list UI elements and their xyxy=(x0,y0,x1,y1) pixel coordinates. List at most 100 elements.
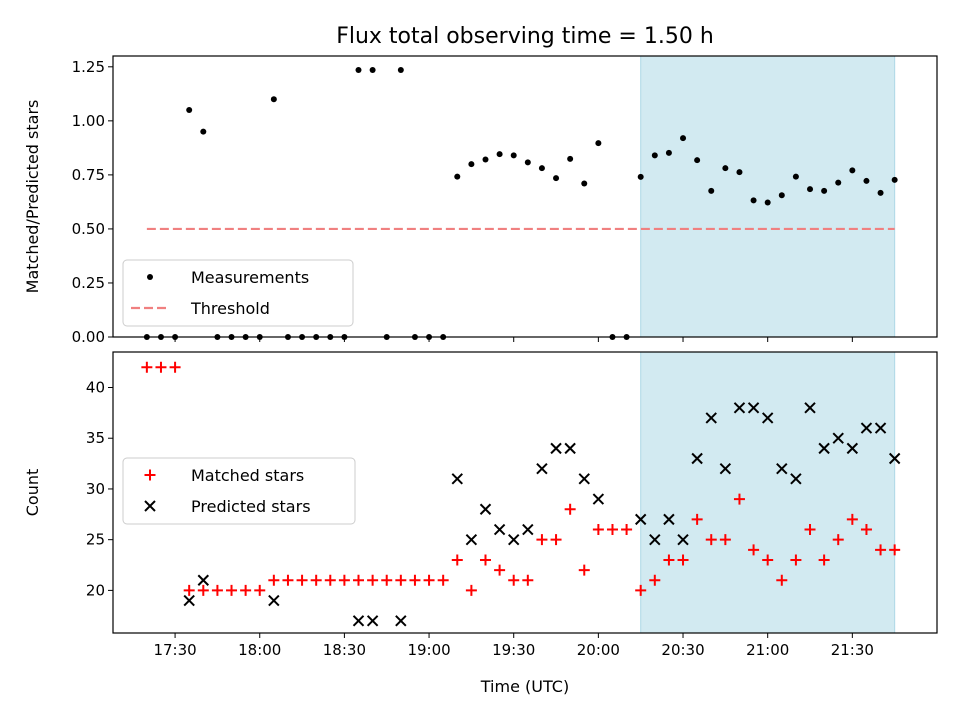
ratio-panel: 0.00 0.25 0.50 0.75 1.00 1.25 Matched/Predicte… xyxy=(23,55,938,346)
matched-star-point xyxy=(522,574,534,586)
matched-star-point xyxy=(423,574,435,586)
predicted-star-point xyxy=(705,412,717,424)
matched-star-point xyxy=(155,361,167,373)
predicted-star-point xyxy=(578,473,590,485)
predicted-star-point xyxy=(747,402,760,414)
y-tick-label: 0.50 xyxy=(72,220,105,238)
measurement-point xyxy=(369,67,376,74)
legend-dot-swatch xyxy=(147,274,153,280)
measurement-point xyxy=(397,67,404,74)
predicted-star-point xyxy=(493,523,506,536)
legend-box xyxy=(122,259,354,327)
measurement-point xyxy=(637,173,644,180)
matched-star-point xyxy=(479,554,491,566)
matched-star-point xyxy=(621,524,633,536)
measurement-point xyxy=(891,176,898,183)
matched-star-point xyxy=(183,584,195,596)
measurement-point xyxy=(651,152,658,159)
matched-star-point xyxy=(832,534,844,546)
matched-star-point xyxy=(310,574,322,586)
series-predicted-stars xyxy=(183,402,901,627)
matched-star-point xyxy=(889,544,901,556)
measurement-point xyxy=(821,187,828,194)
x-tick-label: 21:00 xyxy=(746,641,789,659)
measurement-point xyxy=(553,175,560,182)
matched-star-point xyxy=(367,574,379,586)
measurement-point xyxy=(496,151,503,158)
measurement-point xyxy=(694,157,701,164)
matched-star-point xyxy=(705,534,717,546)
matched-star-point xyxy=(776,574,788,586)
y-tick-label: 30 xyxy=(86,480,105,498)
predicted-star-point xyxy=(790,473,802,485)
legend: Matched stars Predicted stars xyxy=(122,457,356,525)
x-tick-label: 18:00 xyxy=(238,641,281,659)
observing-window-span xyxy=(640,55,896,338)
matched-star-point xyxy=(508,574,520,586)
measurement-point xyxy=(482,156,489,163)
predicted-star-point xyxy=(268,594,280,607)
matched-star-point xyxy=(677,554,689,566)
matched-star-point xyxy=(141,361,153,373)
axes-frame xyxy=(112,351,938,634)
predicted-star-point xyxy=(451,473,463,485)
matched-star-point xyxy=(860,524,872,536)
matched-star-point xyxy=(381,574,393,586)
predicted-star-point xyxy=(536,462,548,475)
matched-star-point xyxy=(197,584,209,596)
predicted-star-point xyxy=(197,574,210,586)
count-panel: 20 25 30 35 40 17:30 18:00 18:30 19:00 19:30 20:00… xyxy=(23,351,938,696)
predicted-star-point xyxy=(550,442,562,455)
predicted-star-point xyxy=(366,615,379,627)
matched-star-point xyxy=(790,554,802,566)
measurement-point xyxy=(750,197,757,204)
matched-star-point xyxy=(409,574,421,586)
y-tick-label: 25 xyxy=(86,531,105,549)
matched-star-point xyxy=(748,544,760,556)
legend-label: Measurements xyxy=(191,268,309,287)
y-axis-label: Matched/Predicted stars xyxy=(23,100,42,294)
legend-x-swatch xyxy=(144,500,156,512)
matched-star-point xyxy=(169,361,181,373)
legend-label: Threshold xyxy=(190,299,270,318)
measurement-point xyxy=(538,165,545,172)
matched-star-point xyxy=(564,503,576,515)
measurement-point xyxy=(863,177,870,184)
axes-frame xyxy=(112,55,938,338)
figure-title: Flux total observing time = 1.50 h xyxy=(336,24,714,49)
predicted-star-point xyxy=(888,452,901,465)
matched-star-point xyxy=(635,584,647,596)
matched-star-point xyxy=(338,574,350,586)
predicted-star-point xyxy=(846,442,859,455)
y-tick-label: 0.75 xyxy=(72,166,105,184)
predicted-star-point xyxy=(874,422,887,434)
matched-star-point xyxy=(818,554,830,566)
predicted-star-point xyxy=(479,503,492,515)
predicted-star-point xyxy=(634,513,647,526)
matched-star-point xyxy=(663,554,675,566)
matched-star-point xyxy=(846,513,858,525)
matched-star-point xyxy=(592,524,604,536)
measurement-point xyxy=(454,173,461,180)
y-tick-label: 0.00 xyxy=(72,328,105,346)
measurement-point xyxy=(595,140,602,147)
measurement-point xyxy=(722,165,729,172)
x-axis-label: Time (UTC) xyxy=(480,677,569,696)
series-matched-stars xyxy=(141,361,901,596)
series-measurements xyxy=(143,67,898,340)
matched-star-point xyxy=(719,534,731,546)
matched-star-point xyxy=(536,534,548,546)
x-tick-label: 20:30 xyxy=(661,641,704,659)
measurement-point xyxy=(708,187,715,194)
y-tick-label: 0.25 xyxy=(72,274,105,292)
matched-star-point xyxy=(465,584,477,596)
matched-star-point xyxy=(282,574,294,586)
measurement-point xyxy=(792,173,799,180)
x-tick-label: 17:30 xyxy=(153,641,196,659)
predicted-star-point xyxy=(564,442,576,455)
y-tick-label: 20 xyxy=(86,581,105,599)
matched-star-point xyxy=(254,584,266,596)
predicted-star-point xyxy=(761,412,774,424)
matched-star-point xyxy=(804,524,816,536)
